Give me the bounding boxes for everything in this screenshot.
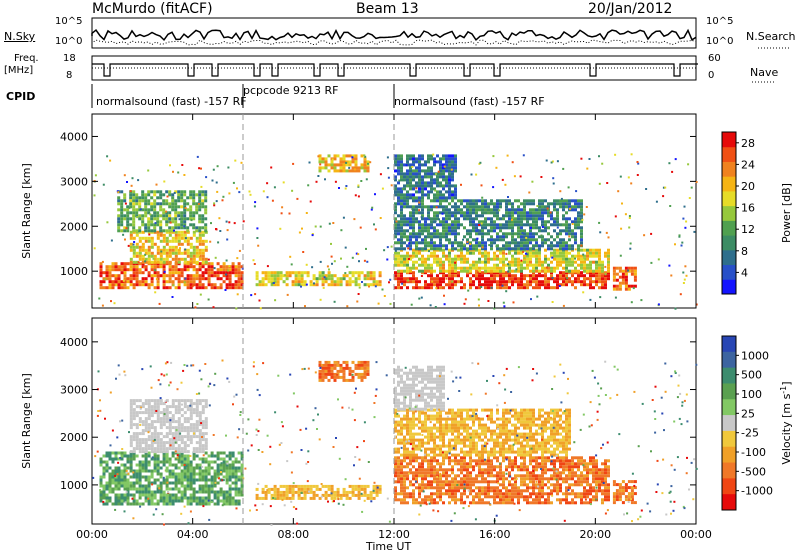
freq-unit-label: [MHz] [4, 65, 34, 76]
colorbar-swatch [722, 399, 736, 416]
colorbar-swatch [722, 383, 736, 400]
colorbar-tick-label: 24 [741, 158, 755, 171]
colorbar-tick-label: 4 [741, 266, 748, 279]
colorbar-tick-label: 12 [741, 223, 755, 236]
nsky-panel-frame [91, 17, 697, 49]
colorbar-swatch [722, 205, 736, 221]
x-tick-label: 04:00 [177, 528, 209, 541]
colorbar-swatch [722, 190, 736, 207]
colorbar-swatch [722, 264, 736, 280]
freq-trace [92, 63, 698, 77]
x-tick-label: 08:00 [277, 528, 309, 541]
freq-label: Freq. [14, 53, 39, 64]
nsearch-trace [91, 39, 697, 46]
station-title: McMurdo (fitACF) [92, 1, 213, 17]
colorbar-frame [721, 131, 737, 295]
y-tick-label: 4000 [60, 130, 88, 143]
date-title: 20/Jan/2012 [588, 1, 673, 17]
colorbar-tick-label: 20 [741, 180, 755, 193]
colorbar-swatch [722, 146, 736, 162]
nsky-label: N.Sky [4, 30, 36, 43]
x-tick-label: 12:00 [378, 528, 410, 541]
colorbar-tick-label: 100 [741, 388, 762, 401]
cpid-divider-lines [91, 84, 395, 108]
echo-cells [92, 359, 698, 526]
colorbars: 4 8 12 16 20 24 28 Power [dB] 1000 500 100 25 -25 -10… [721, 131, 794, 511]
top-strip-lines [91, 28, 790, 83]
nsearch-tick-top: 10^5 [706, 16, 734, 27]
y-tick-label: 2000 [60, 431, 88, 444]
colorbar-swatch [722, 220, 736, 236]
colorbar-label: Velocity [m s-1] [779, 381, 794, 464]
nave-label: Nave [750, 66, 779, 79]
colorbar-swatch [722, 367, 736, 384]
colorbar-swatch [722, 336, 736, 353]
x-tick-label: 00:00 [76, 528, 108, 541]
colorbar-tick-label: -1000 [741, 485, 773, 498]
colorbar-swatch [722, 235, 736, 251]
colorbar-swatch [722, 176, 736, 192]
colorbar-swatch [722, 430, 736, 448]
y-axis-label: Slant Range [km] [20, 163, 33, 259]
nsky-trace [91, 28, 697, 42]
freq-tick-top: 18 [63, 53, 76, 64]
beam-title: Beam 13 [356, 1, 419, 17]
colorbar-tick-label: -500 [741, 465, 766, 478]
power-colorbar: 4 8 12 16 20 24 28 Power [dB] [721, 131, 793, 295]
colorbar-tick-label: -100 [741, 446, 766, 459]
colorbar-tick-label: 8 [741, 245, 748, 258]
y-tick-label: 4000 [60, 336, 88, 349]
y-axis-label: Slant Range [km] [20, 373, 33, 469]
cpid-segment-1: normalsound (fast) -157 RF [96, 95, 247, 108]
colorbar-swatch [722, 415, 736, 432]
y-tick-label: 1000 [60, 479, 88, 492]
echo-cells [93, 153, 698, 310]
colorbar-swatch [722, 161, 736, 177]
nsky-tick-bottom: 10^0 [55, 36, 83, 47]
colorbar-label: Power [dB] [780, 183, 793, 243]
y-tick-label: 3000 [60, 175, 88, 188]
colorbar-swatch [722, 478, 736, 495]
colorbar-tick-label: -25 [741, 427, 759, 440]
colorbar-swatch [722, 132, 736, 148]
colorbar-swatch [722, 446, 736, 464]
colorbar-tick-label: 16 [741, 202, 755, 215]
freq-tick-bottom: 8 [66, 70, 73, 81]
velocity-panel: 1000 2000 3000 4000 00:00 04:00 08:00 12:00 16:0… [20, 317, 712, 541]
colorbar-tick-label: 25 [741, 407, 755, 420]
nave-tick-bottom: 0 [708, 70, 715, 81]
colorbar-swatch [722, 462, 736, 479]
power-panel: 1000 2000 3000 4000 Slant Range [km] [20, 113, 698, 310]
vel-colorbar: 1000 500 100 25 -25 -100 -500 -1000 Velocity [m … [721, 335, 794, 511]
cpid-label: CPID [6, 90, 36, 103]
colorbar-frame [721, 335, 737, 511]
cpid-segment-3: normalsound (fast) -157 RF [394, 95, 545, 108]
nave-tick-top: 60 [708, 53, 721, 64]
y-tick-label: 3000 [60, 384, 88, 397]
x-axis-label: Time UT [366, 540, 412, 553]
y-tick-label: 1000 [60, 265, 88, 278]
nsearch-label: N.Search [746, 30, 796, 43]
x-tick-label: 16:00 [479, 528, 511, 541]
colorbar-swatch [722, 494, 736, 511]
nsearch-tick-bottom: 10^0 [706, 36, 734, 47]
colorbar-swatch [722, 249, 736, 266]
nsky-tick-top: 10^5 [55, 16, 83, 27]
colorbar-swatch [722, 351, 736, 369]
y-tick-label: 2000 [60, 220, 88, 233]
colorbar-swatch [722, 279, 736, 295]
colorbar-tick-label: 500 [741, 369, 762, 382]
x-tick-label: 20:00 [579, 528, 611, 541]
x-tick-label: 00:00 [680, 528, 712, 541]
colorbar-tick-label: 1000 [741, 349, 769, 362]
cpid-segment-2: pcpcode 9213 RF [243, 84, 339, 97]
colorbar-tick-label: 28 [741, 137, 755, 150]
